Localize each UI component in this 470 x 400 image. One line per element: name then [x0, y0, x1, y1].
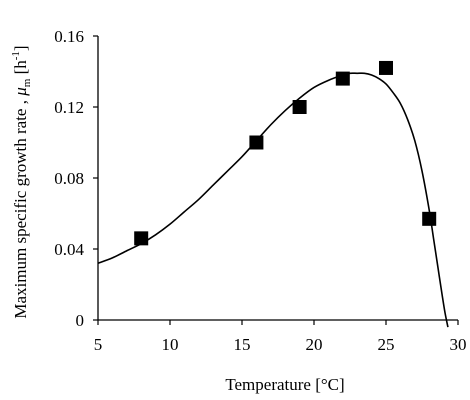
- data-point: [292, 100, 307, 114]
- y-axis-title-unit-close: ]: [11, 45, 30, 51]
- data-points-layer: [134, 60, 437, 246]
- y-axis-title-subscript: m: [21, 78, 33, 87]
- data-point: [249, 135, 264, 150]
- y-axis-title: Maximum specific growth rate , μm [h-1]: [10, 45, 33, 318]
- y-tick-label: 0.16: [54, 27, 84, 46]
- y-tick-label: 0.08: [54, 169, 84, 188]
- x-tick-label: 5: [94, 335, 103, 354]
- data-point: [379, 60, 393, 75]
- fit-curve: [97, 72, 449, 328]
- ticks: 5 10 15 20 25 30 0 0.04 0.08 0.12 0.16: [54, 27, 466, 354]
- x-tick-label: 15: [234, 335, 251, 354]
- x-tick-label: 30: [450, 335, 467, 354]
- data-point: [134, 231, 149, 246]
- axes: [97, 36, 458, 321]
- x-tick-label: 25: [378, 335, 395, 354]
- fit-curve-layer: [97, 72, 449, 328]
- y-tick-label: 0.04: [54, 240, 84, 259]
- y-axis-title-main: Maximum specific growth rate ,: [11, 96, 30, 319]
- data-point: [335, 71, 350, 86]
- x-tick-label: 10: [162, 335, 179, 354]
- y-tick-label: 0: [76, 311, 85, 330]
- x-tick-label: 20: [306, 335, 323, 354]
- y-axis-title-unit-exp: -1: [10, 51, 22, 60]
- y-tick-label: 0.12: [54, 98, 84, 117]
- data-point: [422, 211, 437, 226]
- y-axis-title-symbol: μ: [11, 87, 30, 97]
- x-axis-title: Temperature [°C]: [225, 375, 344, 394]
- y-axis-title-unit: [h: [11, 60, 30, 79]
- axis-lines: [97, 36, 458, 321]
